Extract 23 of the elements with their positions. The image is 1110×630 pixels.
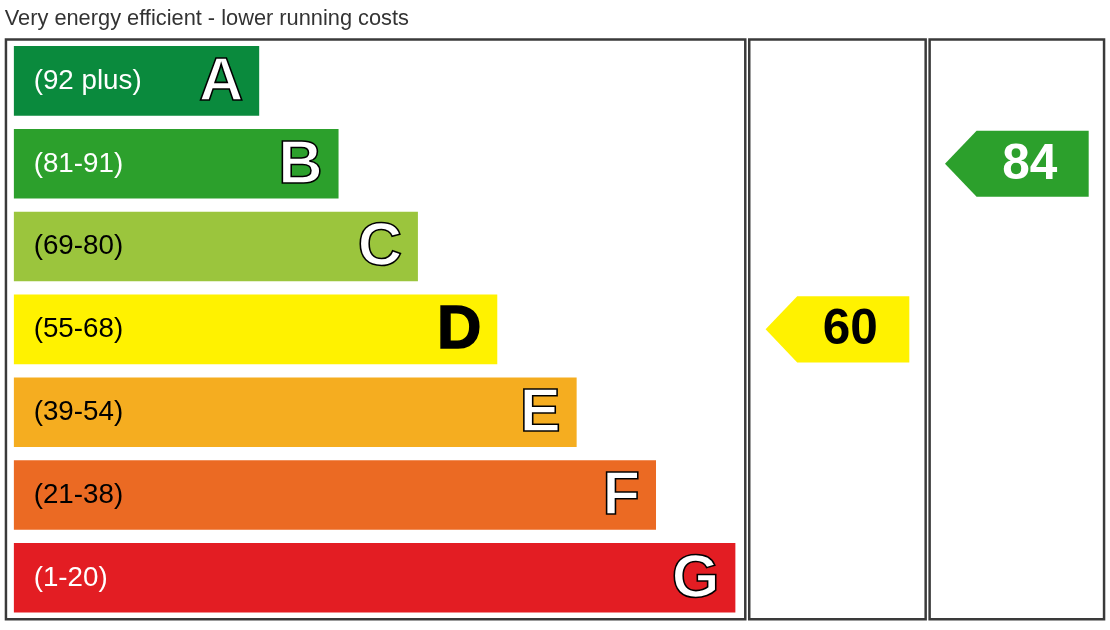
- bar: [13, 294, 498, 365]
- bar: [13, 543, 736, 613]
- bar: [13, 211, 418, 282]
- y-tick-label: (21-38): [33, 477, 124, 509]
- y-tick-label: (81-91): [33, 146, 124, 178]
- annotation: F: [602, 457, 641, 527]
- text: 84: [1002, 133, 1058, 190]
- y-tick-label: (1-20): [33, 560, 108, 592]
- y-tick-label: (92 plus): [33, 63, 142, 95]
- y-tick-label: (69-80): [33, 229, 124, 261]
- annotation: E: [519, 375, 561, 445]
- y-tick-label: (55-68): [33, 312, 124, 344]
- annotation: G: [671, 540, 720, 610]
- annotation: B: [278, 126, 323, 196]
- bar: [13, 377, 577, 447]
- annotation: D: [437, 292, 482, 362]
- bar: [13, 128, 339, 199]
- chart-title: Very energy efficient - lower running costs: [4, 5, 410, 31]
- annotation: C: [357, 209, 403, 279]
- y-tick-label: (39-54): [33, 395, 124, 427]
- bar: [13, 460, 657, 530]
- text: 60: [822, 299, 878, 356]
- annotation: A: [198, 43, 244, 113]
